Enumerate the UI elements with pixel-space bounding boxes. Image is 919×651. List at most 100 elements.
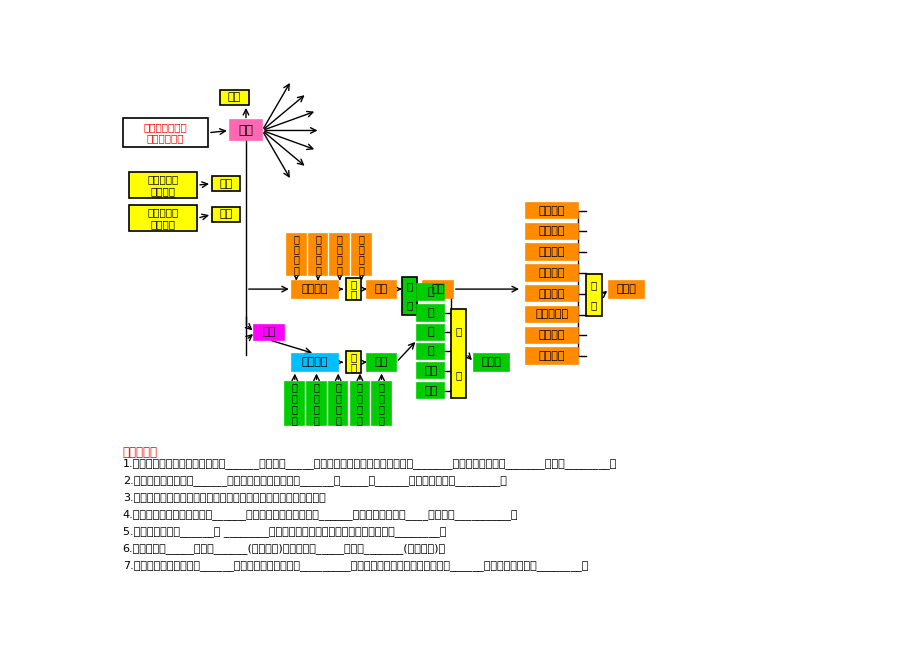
FancyBboxPatch shape xyxy=(417,284,444,300)
Text: 织: 织 xyxy=(379,415,384,425)
FancyBboxPatch shape xyxy=(287,234,305,275)
Text: 生: 生 xyxy=(335,393,341,404)
Text: 茎: 茎 xyxy=(427,308,434,318)
FancyBboxPatch shape xyxy=(129,172,197,199)
FancyBboxPatch shape xyxy=(307,382,325,425)
Text: 缔: 缔 xyxy=(315,244,321,255)
FancyBboxPatch shape xyxy=(291,353,338,370)
FancyBboxPatch shape xyxy=(450,309,466,398)
Text: 6.叶绿体：将_____转化为______(光合作用)；线粒体将_____转化为_______(呼吸作用)。: 6.叶绿体：将_____转化为______(光合作用)；线粒体将_____转化为… xyxy=(122,543,446,554)
Text: 织: 织 xyxy=(291,415,298,425)
FancyBboxPatch shape xyxy=(367,281,396,298)
Text: 分化: 分化 xyxy=(219,210,233,219)
FancyBboxPatch shape xyxy=(525,244,578,260)
Text: 组: 组 xyxy=(293,255,299,265)
FancyBboxPatch shape xyxy=(352,234,370,275)
Text: 5.能量转换器有：______和 ________，根、洋葱、叶片表皮细胞中能量转换器是________。: 5.能量转换器有：______和 ________，根、洋葱、叶片表皮细胞中能量… xyxy=(122,526,446,537)
FancyBboxPatch shape xyxy=(346,352,361,373)
Text: 养: 养 xyxy=(313,393,319,404)
Text: 呼吸系统: 呼吸系统 xyxy=(539,227,565,236)
FancyBboxPatch shape xyxy=(330,234,348,275)
Text: 动物细胞的
分裂过程: 动物细胞的 分裂过程 xyxy=(147,174,178,196)
FancyBboxPatch shape xyxy=(285,382,304,425)
Text: 植物体: 植物体 xyxy=(481,357,501,367)
Text: 4.洋葱鳞片叶表皮细胞装片滴______，而口腔上皮细胞装片滴______，浓度过大，细胞____，原因是__________。: 4.洋葱鳞片叶表皮细胞装片滴______，而口腔上皮细胞装片滴______，浓度… xyxy=(122,509,517,520)
Text: 植物细胞的
分裂过程: 植物细胞的 分裂过程 xyxy=(147,208,178,229)
Text: 肌: 肌 xyxy=(336,234,342,244)
Text: 泌尿系统: 泌尿系统 xyxy=(539,268,565,278)
Text: 组织: 组织 xyxy=(262,327,276,337)
FancyBboxPatch shape xyxy=(346,279,361,300)
FancyBboxPatch shape xyxy=(417,363,444,378)
Text: 7.没有细胞结构的生物：______；没有细胞核的生物：_________；除动物细胞外，其他细胞都含有______；液泡中的物质叫________。: 7.没有细胞结构的生物：______；没有细胞核的生物：_________；除动… xyxy=(122,560,587,571)
Text: 皮: 皮 xyxy=(293,244,299,255)
Text: 果实: 果实 xyxy=(424,366,437,376)
Text: 织: 织 xyxy=(293,265,299,275)
FancyBboxPatch shape xyxy=(230,120,262,141)
Text: 组: 组 xyxy=(336,255,342,265)
FancyBboxPatch shape xyxy=(525,286,578,301)
FancyBboxPatch shape xyxy=(211,207,240,222)
Text: 织: 织 xyxy=(358,265,364,275)
FancyBboxPatch shape xyxy=(129,205,197,231)
Text: 保: 保 xyxy=(291,383,298,393)
Text: 组: 组 xyxy=(350,352,357,362)
Text: 织: 织 xyxy=(313,415,319,425)
FancyBboxPatch shape xyxy=(372,382,391,425)
FancyBboxPatch shape xyxy=(220,90,249,105)
Text: 织: 织 xyxy=(357,415,362,425)
Text: 成: 成 xyxy=(406,301,413,311)
FancyBboxPatch shape xyxy=(367,353,396,370)
Text: 组: 组 xyxy=(315,255,321,265)
Text: 花: 花 xyxy=(427,346,434,357)
Text: 成: 成 xyxy=(350,290,357,299)
Text: 消化系统: 消化系统 xyxy=(539,206,565,215)
FancyBboxPatch shape xyxy=(417,324,444,340)
Text: 组: 组 xyxy=(357,404,362,414)
Text: 生殖系统: 生殖系统 xyxy=(539,351,565,361)
Text: 成: 成 xyxy=(455,370,461,381)
Text: 护: 护 xyxy=(291,393,298,404)
Text: 织: 织 xyxy=(335,415,341,425)
Text: 组: 组 xyxy=(335,404,341,414)
Text: 械: 械 xyxy=(379,393,384,404)
Text: 细胞: 细胞 xyxy=(238,124,254,137)
Text: 器官: 器官 xyxy=(375,284,388,294)
Text: 组: 组 xyxy=(590,280,596,290)
Text: 组: 组 xyxy=(313,404,319,414)
Text: 导: 导 xyxy=(357,393,362,404)
Text: 织: 织 xyxy=(336,265,342,275)
Text: 2.显微镜下看到的像是______；污点可能存在的地方有______，_____，______，判断的方法是________。: 2.显微镜下看到的像是______；污点可能存在的地方有______，_____… xyxy=(122,475,506,486)
Text: 组: 组 xyxy=(358,255,364,265)
Text: 组: 组 xyxy=(379,404,384,414)
Text: 1.显微镜的目镜长度与放大倍数成______，物镜成_____，放大倍数越大，看到的细胞数目_______，每个细胞的体积_______，视野________。: 1.显微镜的目镜长度与放大倍数成______，物镜成_____，放大倍数越大，看… xyxy=(122,458,617,469)
FancyBboxPatch shape xyxy=(525,348,578,364)
FancyBboxPatch shape xyxy=(608,281,643,298)
FancyBboxPatch shape xyxy=(423,281,452,298)
FancyBboxPatch shape xyxy=(350,382,369,425)
FancyBboxPatch shape xyxy=(329,382,347,425)
Text: 观察: 观察 xyxy=(228,92,241,102)
FancyBboxPatch shape xyxy=(525,307,578,322)
FancyBboxPatch shape xyxy=(585,275,601,316)
Text: 经: 经 xyxy=(358,244,364,255)
FancyBboxPatch shape xyxy=(255,324,284,340)
Text: 成: 成 xyxy=(350,363,357,372)
Text: 分裂: 分裂 xyxy=(219,178,233,189)
Text: 组: 组 xyxy=(406,281,413,292)
FancyBboxPatch shape xyxy=(525,265,578,281)
Text: 机: 机 xyxy=(379,383,384,393)
Text: 上: 上 xyxy=(293,234,299,244)
Text: 3.低倍镜换高倍镜的正确步骤：移中心一找目标一换物镜一调细准。: 3.低倍镜换高倍镜的正确步骤：移中心一找目标一换物镜一调细准。 xyxy=(122,492,325,503)
Text: 营: 营 xyxy=(313,383,319,393)
Text: 注意事项：: 注意事项： xyxy=(122,446,157,459)
Text: 结: 结 xyxy=(315,234,321,244)
Text: 植物组织: 植物组织 xyxy=(301,357,328,367)
FancyBboxPatch shape xyxy=(211,176,240,191)
FancyBboxPatch shape xyxy=(417,344,444,359)
Text: 根: 根 xyxy=(427,287,434,297)
Text: 循环系统: 循环系统 xyxy=(539,247,565,257)
Text: 运动系统: 运动系统 xyxy=(539,330,565,340)
FancyBboxPatch shape xyxy=(402,277,417,315)
Text: 种子: 种子 xyxy=(424,386,437,396)
